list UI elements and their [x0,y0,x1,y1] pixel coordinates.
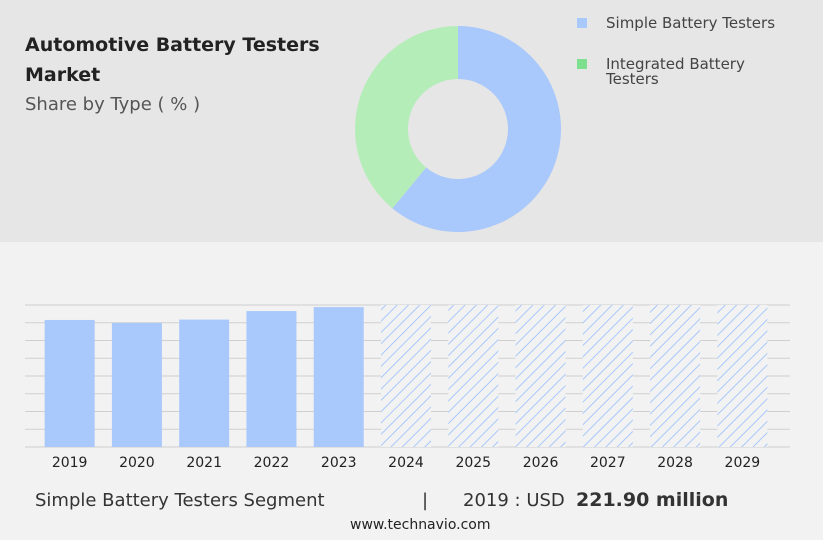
segment-label: Simple Battery Testers Segment [35,490,325,511]
year-label: 2019 : USD [463,490,565,511]
x-tick-label: 2027 [590,455,626,471]
bar [246,311,297,447]
x-tick-label: 2024 [388,455,424,471]
legend-label: Simple Battery Testers [606,14,776,32]
forecast-placeholder [582,305,633,447]
legend-swatch [577,18,587,28]
x-tick-label: 2019 [52,455,88,471]
bar [179,319,230,447]
x-tick-label: 2020 [119,455,155,471]
x-tick-label: 2026 [523,455,559,471]
chart-subtitle: Share by Type ( % ) [25,94,201,115]
x-tick-label: 2029 [725,455,761,471]
bar [44,319,95,447]
forecast-placeholder [515,305,566,447]
donut-slice [355,26,458,209]
x-tick-label: 2022 [254,455,290,471]
source: www.technavio.com [350,517,491,533]
x-tick-label: 2021 [186,455,222,471]
value-label: 221.90 million [576,489,729,511]
x-tick-label: 2025 [455,455,491,471]
forecast-placeholder [650,305,701,447]
forecast-placeholder [717,305,768,447]
x-tick-label: 2028 [657,455,693,471]
separator: | [422,490,429,511]
legend-swatch [577,59,587,69]
bar [313,307,364,447]
forecast-placeholder [448,305,499,447]
chart-title: Automotive Battery Testers Market [25,34,320,86]
donut-slice [392,26,562,232]
forecast-placeholder [381,305,431,447]
x-tick-label: 2023 [321,455,357,471]
legend-label: Integrated Battery Testers [606,55,745,88]
bar [111,322,162,447]
